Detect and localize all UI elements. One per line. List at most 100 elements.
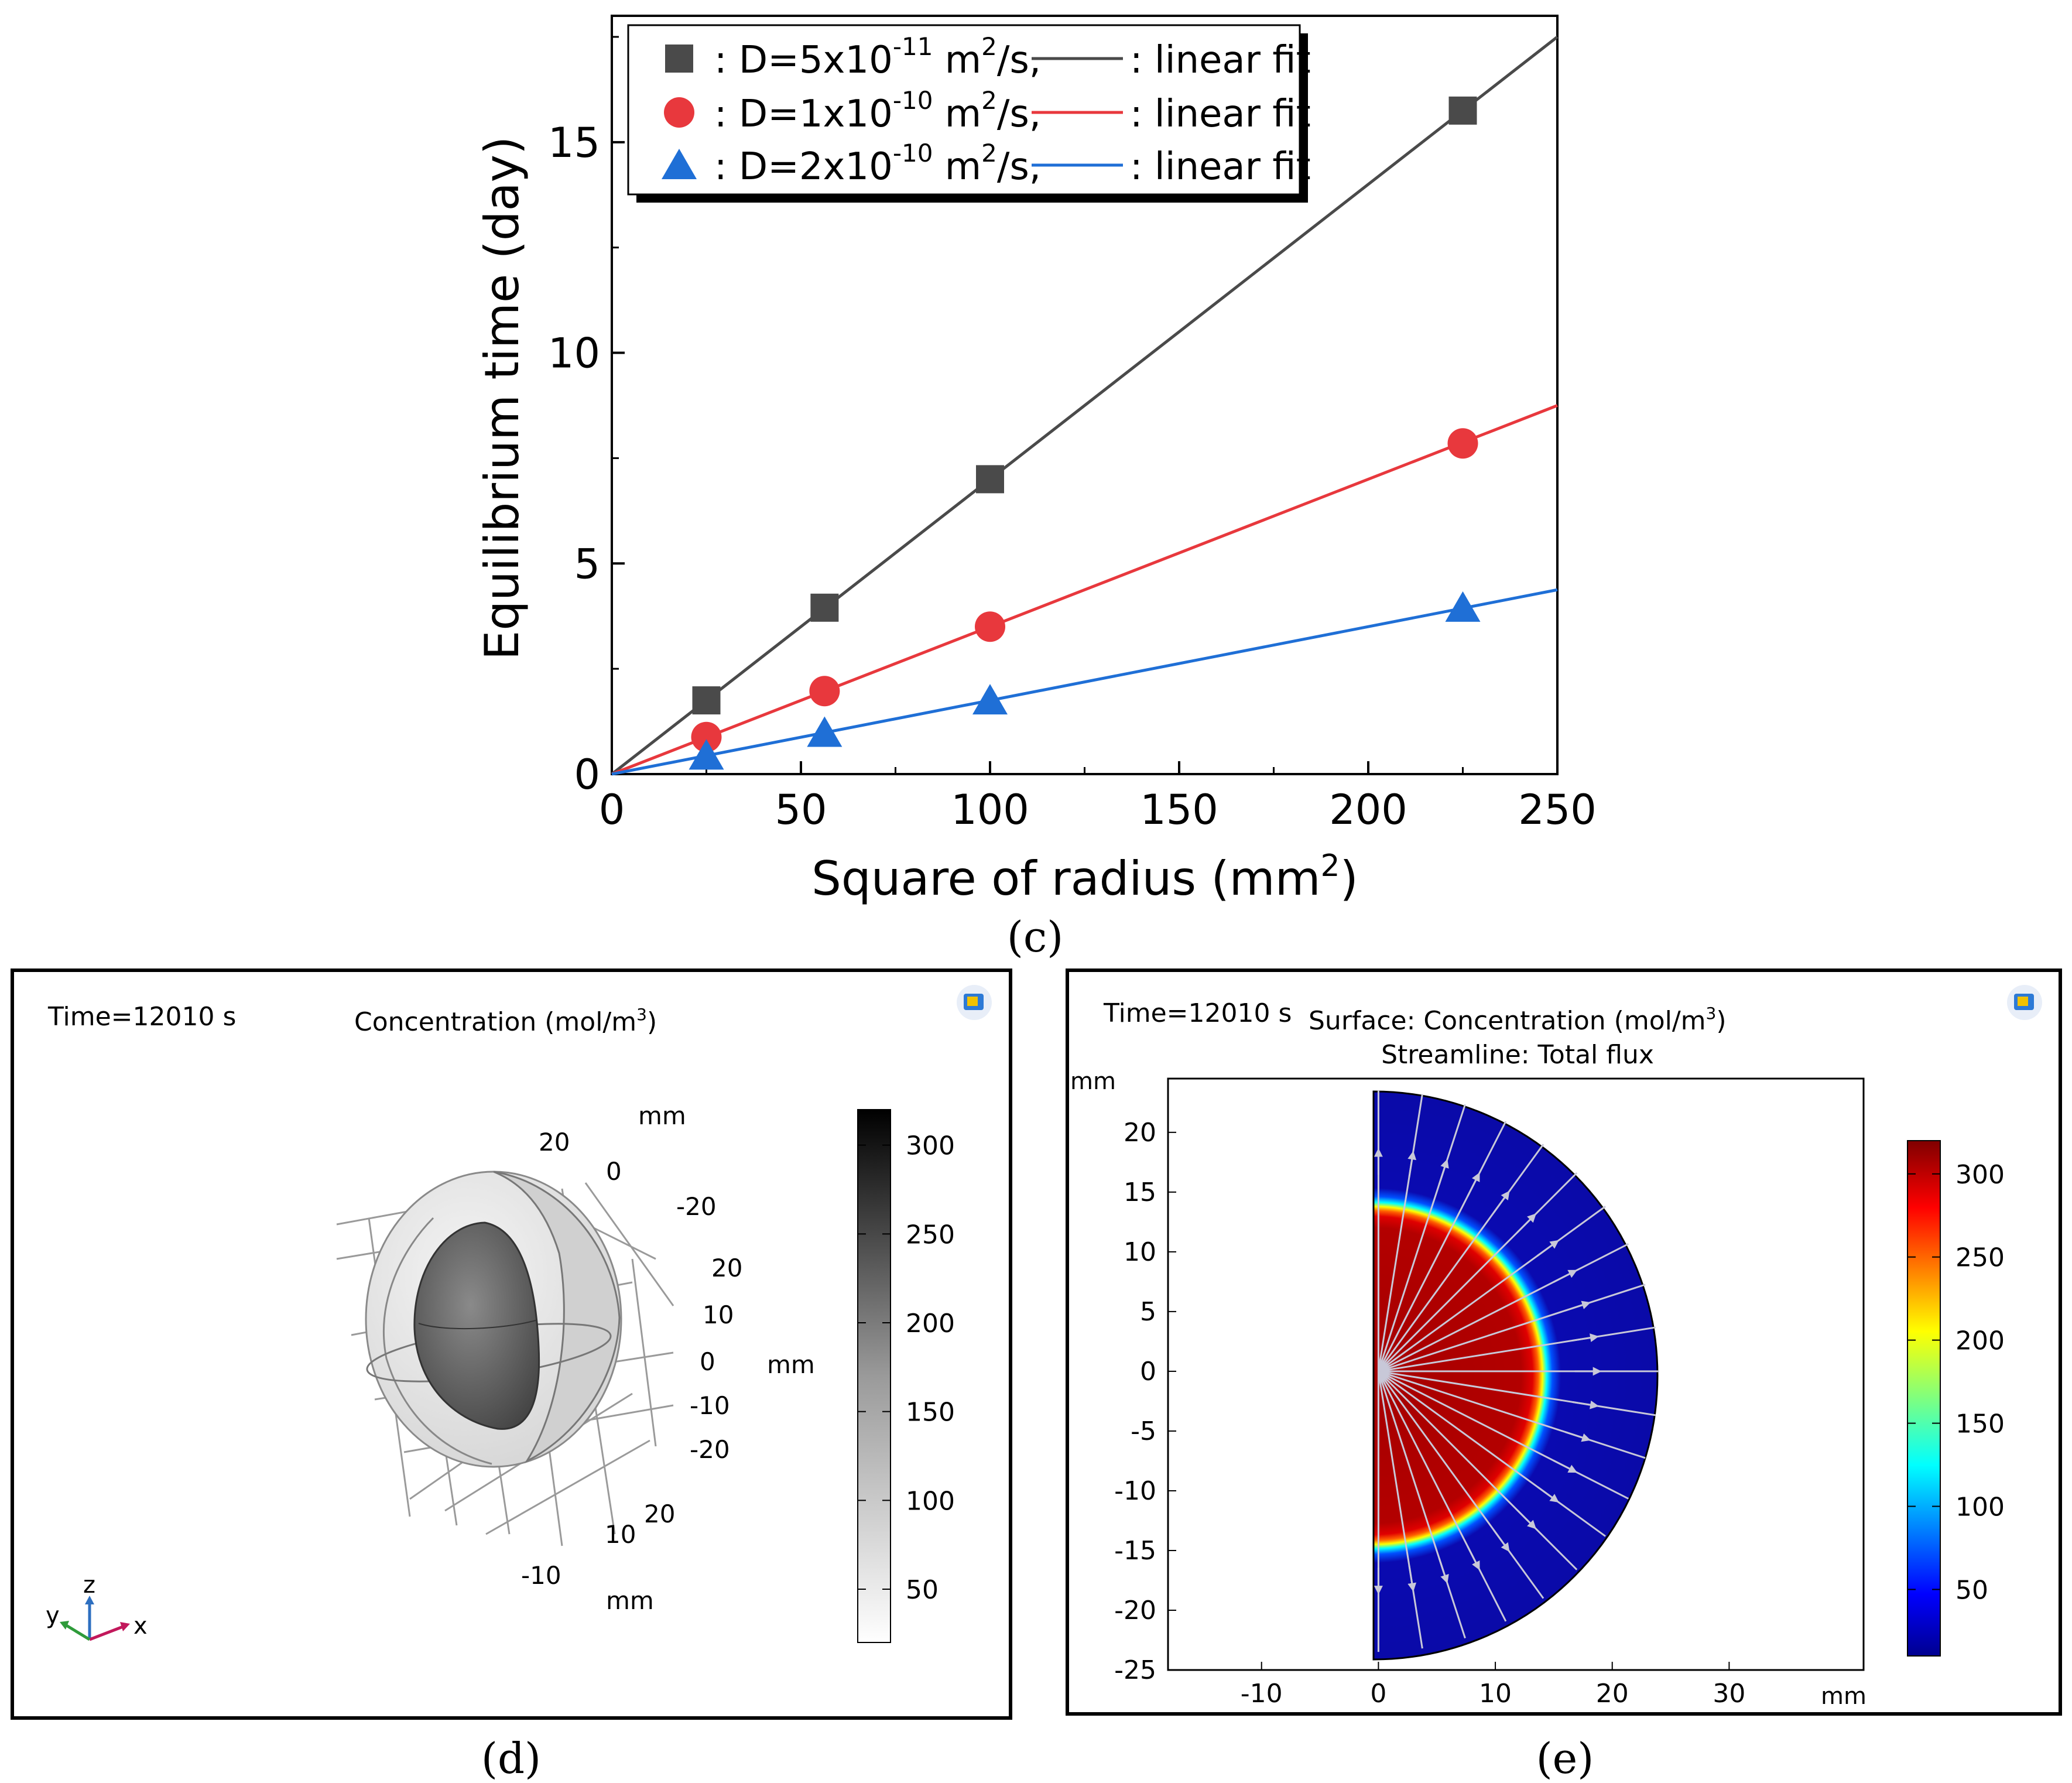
x-axis-label-tail: ) bbox=[1340, 851, 1358, 906]
streamline-arrow bbox=[1572, 1333, 1599, 1343]
colorbar-tick-label: 100 bbox=[1955, 1493, 2005, 1522]
y-tick-label: 20 bbox=[1124, 1118, 1156, 1148]
y-tick-label: 5 bbox=[1140, 1297, 1156, 1327]
plot-title-tail: ) bbox=[1716, 1006, 1726, 1036]
colorbar-tick-label: 150 bbox=[1955, 1409, 2005, 1439]
x-axis-label-main: Square of radius (mm bbox=[811, 851, 1320, 906]
fit-line-1 bbox=[611, 404, 1558, 776]
colorbar bbox=[1907, 1140, 1941, 1657]
y-tick-label: 5 bbox=[574, 540, 600, 588]
point-square bbox=[1448, 96, 1477, 125]
streamline-arrow bbox=[1438, 1558, 1449, 1584]
streamline-arrow bbox=[1438, 1159, 1449, 1185]
panel-c: 0 50 100 150 200 250 0 5 10 15 : D=5x10-11 m2/s,:… bbox=[475, 15, 1597, 961]
colorbar bbox=[857, 1109, 891, 1643]
colorbar-tick-label: 100 bbox=[906, 1486, 955, 1516]
colorbar-ticks: 300 250 200 150 100 50 bbox=[858, 1131, 955, 1605]
point-circle bbox=[691, 721, 722, 752]
colorbar-tick-label: 200 bbox=[906, 1309, 955, 1339]
y-axis-label: Equilibrium time (day) bbox=[475, 136, 529, 660]
streamline bbox=[1378, 1370, 1656, 1416]
plot-title-sup: 3 bbox=[1706, 1004, 1717, 1023]
legend-label: : D=1x10-10 m2/s, bbox=[714, 86, 1041, 136]
axis-ticks: -10 0 10 20 30 20 15 10 5 0 -5 -10 -15 -20 -25 bbox=[1114, 1118, 1745, 1709]
y-tick-label: -5 bbox=[1131, 1416, 1156, 1446]
time-label: Time=12010 s bbox=[47, 1002, 236, 1032]
legend-label: : D=5x10-11 m2/s, bbox=[714, 32, 1041, 82]
triad-y: y bbox=[46, 1602, 60, 1629]
y-tick-label: 10 bbox=[1124, 1237, 1156, 1267]
streamline bbox=[1377, 1094, 1423, 1372]
tick-right-5: -20 bbox=[690, 1435, 730, 1464]
y-tick-label: -15 bbox=[1114, 1536, 1156, 1566]
x-tick-label: 150 bbox=[1140, 786, 1218, 834]
3d-axis-labels: 20 0 -20 mm 20 10 0 -10 -20 mm 20 10 -10… bbox=[521, 1101, 815, 1615]
streamline-arrow bbox=[1407, 1151, 1417, 1178]
y-tick-label: 15 bbox=[1124, 1178, 1156, 1207]
streamline-arrow bbox=[1536, 1240, 1559, 1257]
y-tick-label: -20 bbox=[1114, 1596, 1156, 1625]
streamline bbox=[1378, 1206, 1606, 1373]
plot-subtitle: Streamline: Total flux bbox=[1381, 1040, 1654, 1070]
plot-title-main: Surface: Concentration (mol/m bbox=[1309, 1006, 1706, 1036]
unit-bottom: mm bbox=[606, 1586, 654, 1615]
x-axis-label-sup: 2 bbox=[1321, 848, 1340, 884]
tick-right-1: 20 bbox=[711, 1254, 742, 1282]
fit-line-2 bbox=[611, 588, 1558, 776]
tick-bottom-2: 10 bbox=[605, 1520, 636, 1549]
sphere-3d bbox=[365, 1171, 622, 1468]
colorbar-tick-label: 300 bbox=[906, 1131, 955, 1161]
x-tick-label: 0 bbox=[599, 786, 625, 834]
axis-ticks: 0 50 100 150 200 250 0 5 10 15 bbox=[548, 36, 1597, 834]
y-tick-label: 15 bbox=[548, 119, 600, 167]
panel-label-e: (e) bbox=[1536, 1734, 1594, 1783]
plot-title-main: Concentration (mol/m bbox=[354, 1007, 636, 1037]
panel-label-d: (d) bbox=[481, 1734, 541, 1783]
colorbar-tick-label: 300 bbox=[1955, 1160, 2005, 1190]
colorbar-tick-label: 50 bbox=[1955, 1575, 1988, 1605]
point-circle bbox=[1447, 428, 1478, 459]
legend-fit-label: : linear fit bbox=[1130, 93, 1311, 136]
point-square bbox=[810, 593, 839, 622]
x-tick-label: 30 bbox=[1713, 1679, 1745, 1709]
legend-marker-circle bbox=[664, 97, 694, 128]
y-tick-label: 10 bbox=[548, 330, 600, 378]
streamline bbox=[1378, 1243, 1629, 1373]
x-tick-label: 20 bbox=[1596, 1679, 1629, 1709]
unit-right: mm bbox=[767, 1350, 815, 1379]
plot-title: Concentration (mol/m3) bbox=[354, 1005, 657, 1037]
panel-e: Time=12010 s Surface: Concentration (mol… bbox=[1066, 968, 2062, 1783]
x-tick-label: -10 bbox=[1241, 1679, 1283, 1709]
streamline-arrow bbox=[1553, 1269, 1578, 1283]
legend: : D=5x10-11 m2/s, : linear fit : D=1x10-10… bbox=[627, 24, 1311, 203]
fit-line-0 bbox=[611, 36, 1559, 775]
x-tick-label: 100 bbox=[951, 786, 1029, 834]
tick-right-4: -10 bbox=[690, 1391, 730, 1420]
unit-top: mm bbox=[638, 1101, 686, 1130]
x-tick-label: 250 bbox=[1518, 786, 1597, 834]
data-points bbox=[689, 96, 1481, 770]
streamline bbox=[1377, 1104, 1466, 1372]
streamline bbox=[1377, 1371, 1466, 1639]
colorbar-tick-label: 250 bbox=[906, 1220, 955, 1250]
tick-top-3: -20 bbox=[676, 1192, 717, 1221]
colorbar-ticks: 300 250 200 150 100 50 bbox=[1907, 1160, 2005, 1605]
streamline bbox=[1378, 1284, 1646, 1373]
streamline-arrow bbox=[1516, 1510, 1536, 1529]
triad-x: x bbox=[133, 1613, 148, 1640]
streamline bbox=[1378, 1172, 1578, 1372]
colorbar-tick-label: 150 bbox=[906, 1398, 955, 1428]
legend-label: : D=2x10-10 m2/s, bbox=[714, 139, 1041, 189]
streamline bbox=[1378, 1371, 1544, 1599]
streamline bbox=[1378, 1370, 1629, 1500]
x-unit-label: mm bbox=[1821, 1683, 1866, 1710]
time-label: Time=12010 s bbox=[1103, 998, 1292, 1028]
legend-fit-label: : linear fit bbox=[1130, 145, 1311, 189]
colorbar-tick-label: 50 bbox=[906, 1575, 939, 1605]
x-axis-label: Square of radius (mm2) bbox=[811, 848, 1358, 906]
point-square bbox=[976, 465, 1004, 494]
streamline bbox=[1378, 1326, 1656, 1373]
comsol-logo-icon bbox=[957, 985, 992, 1020]
fit-lines bbox=[611, 36, 1559, 776]
tick-top-2: 0 bbox=[606, 1157, 622, 1186]
